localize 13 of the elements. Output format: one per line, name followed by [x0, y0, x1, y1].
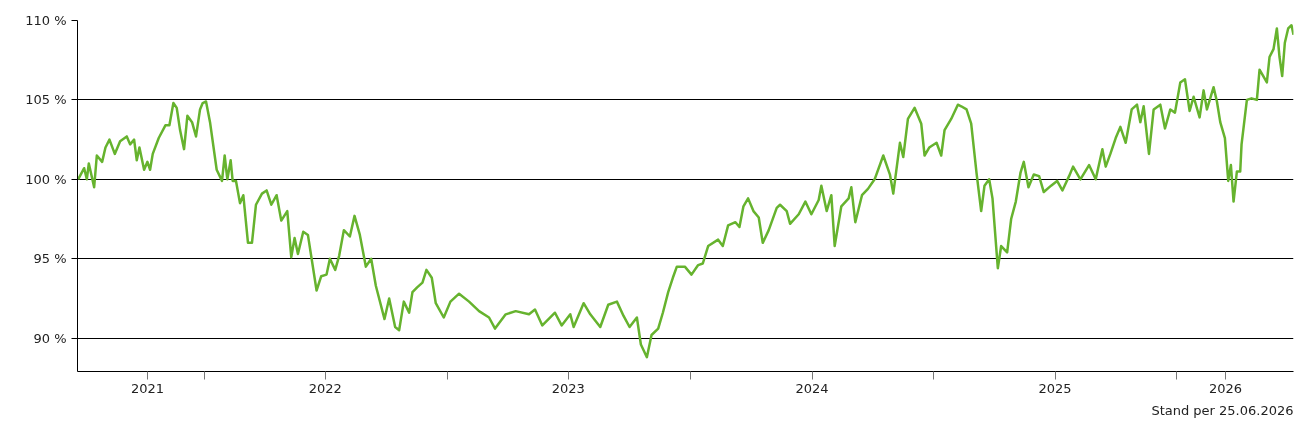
x-tick-label: 2023 [551, 380, 585, 396]
y-tick-label: 100 % [25, 171, 67, 187]
y-tick-label: 105 % [25, 92, 67, 108]
x-tick-label: 2025 [1038, 380, 1072, 396]
y-tick-label: 110 % [25, 13, 67, 28]
x-tick-label: 2022 [308, 380, 342, 396]
line-series [77, 24, 1294, 359]
x-tick-label: 2021 [130, 380, 164, 396]
x-tick-label: 2026 [1209, 380, 1243, 396]
x-tick-label: 2024 [795, 380, 829, 396]
text: Stand per 25.06.2026 [1151, 402, 1294, 418]
y-tick-label: 90 % [33, 330, 67, 346]
y-tick-label: 95 % [33, 251, 67, 267]
